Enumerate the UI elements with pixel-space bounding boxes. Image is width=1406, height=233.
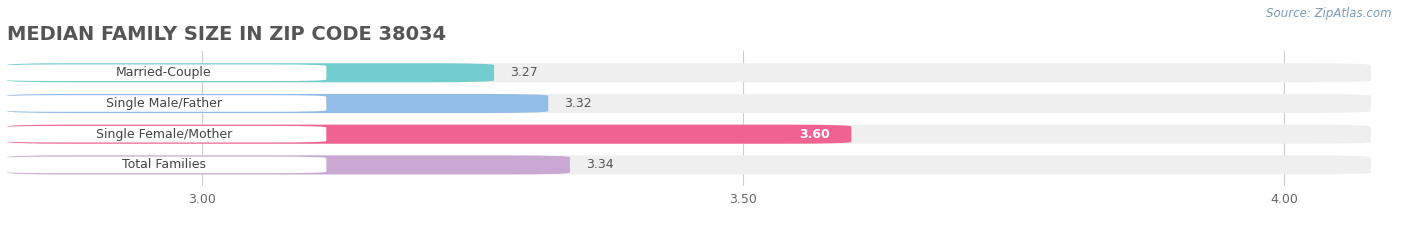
Text: Single Female/Mother: Single Female/Mother xyxy=(96,128,232,141)
FancyBboxPatch shape xyxy=(7,94,548,113)
Text: 3.60: 3.60 xyxy=(799,128,830,141)
FancyBboxPatch shape xyxy=(7,94,1371,113)
Text: Total Families: Total Families xyxy=(122,158,205,171)
FancyBboxPatch shape xyxy=(1,126,326,142)
FancyBboxPatch shape xyxy=(7,125,1371,144)
FancyBboxPatch shape xyxy=(1,157,326,173)
FancyBboxPatch shape xyxy=(1,65,326,81)
Text: Single Male/Father: Single Male/Father xyxy=(105,97,222,110)
FancyBboxPatch shape xyxy=(7,125,851,144)
Text: MEDIAN FAMILY SIZE IN ZIP CODE 38034: MEDIAN FAMILY SIZE IN ZIP CODE 38034 xyxy=(7,25,446,44)
FancyBboxPatch shape xyxy=(7,63,494,82)
FancyBboxPatch shape xyxy=(7,155,569,175)
Text: Source: ZipAtlas.com: Source: ZipAtlas.com xyxy=(1267,7,1392,20)
FancyBboxPatch shape xyxy=(7,155,1371,175)
FancyBboxPatch shape xyxy=(1,95,326,112)
Text: 3.34: 3.34 xyxy=(586,158,614,171)
Text: 3.32: 3.32 xyxy=(564,97,592,110)
Text: Married-Couple: Married-Couple xyxy=(117,66,212,79)
Text: 3.27: 3.27 xyxy=(510,66,538,79)
FancyBboxPatch shape xyxy=(7,63,1371,82)
